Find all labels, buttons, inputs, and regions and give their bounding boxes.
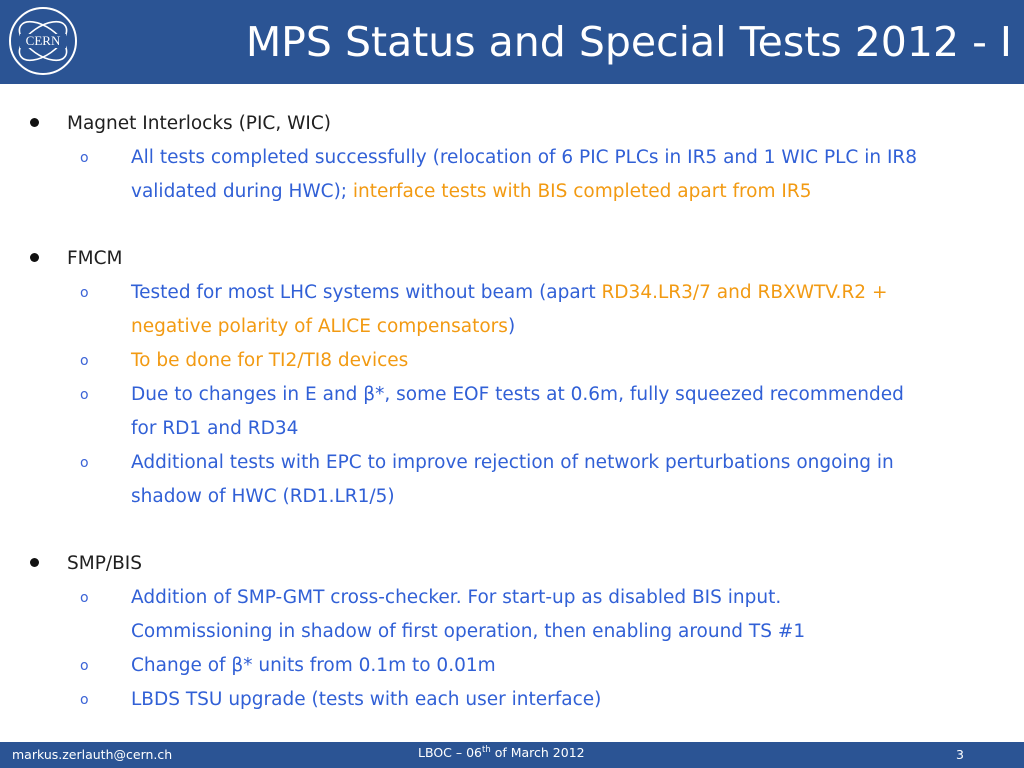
section-heading: SMP/BIS bbox=[67, 553, 142, 574]
sub-bullet-marker: o bbox=[80, 590, 89, 606]
footer-bar: markus.zerlauth@cern.ch LBOC – 06th of M… bbox=[0, 742, 1024, 768]
bullet-dot bbox=[30, 253, 39, 262]
list-item-text: All tests completed successfully (reloca… bbox=[131, 147, 918, 202]
bullet-dot bbox=[30, 558, 39, 567]
footer-email: markus.zerlauth@cern.ch bbox=[12, 747, 173, 762]
slide-title: MPS Status and Special Tests 2012 - I bbox=[245, 18, 1012, 66]
logo-text: CERN bbox=[26, 33, 61, 48]
sub-bullet-marker: o bbox=[80, 455, 89, 471]
footer-event: LBOC – 06th of March 2012 bbox=[418, 745, 585, 761]
sub-bullet-marker: o bbox=[80, 285, 89, 301]
section-heading: Magnet Interlocks (PIC, WIC) bbox=[67, 113, 331, 134]
sub-bullet-marker: o bbox=[80, 692, 89, 708]
sub-bullet-marker: o bbox=[80, 387, 89, 403]
cern-logo: CERN bbox=[6, 4, 80, 78]
sub-bullet-marker: o bbox=[80, 658, 89, 674]
list-item-text: Addition of SMP-GMT cross-checker. For s… bbox=[131, 587, 806, 642]
list-item-text: To be done for TI2/TI8 devices bbox=[131, 350, 409, 371]
list-item-text: Due to changes in E and β*, some EOF tes… bbox=[131, 384, 904, 439]
sub-bullet-marker: o bbox=[80, 150, 89, 166]
list-item-text: Tested for most LHC systems without beam… bbox=[131, 282, 888, 337]
bullet-dot bbox=[30, 118, 39, 127]
header-bar: CERN MPS Status and Special Tests 2012 -… bbox=[0, 0, 1024, 84]
sub-bullet-marker: o bbox=[80, 353, 89, 369]
page-number: 3 bbox=[956, 747, 964, 762]
list-item-text: LBDS TSU upgrade (tests with each user i… bbox=[131, 689, 602, 710]
list-item-text: Additional tests with EPC to improve rej… bbox=[131, 452, 894, 507]
list-item-text: Change of β* units from 0.1m to 0.01m bbox=[131, 655, 496, 676]
slide-content: Magnet Interlocks (PIC, WIC) o All tests… bbox=[0, 110, 1024, 720]
section-heading: FMCM bbox=[67, 248, 123, 269]
